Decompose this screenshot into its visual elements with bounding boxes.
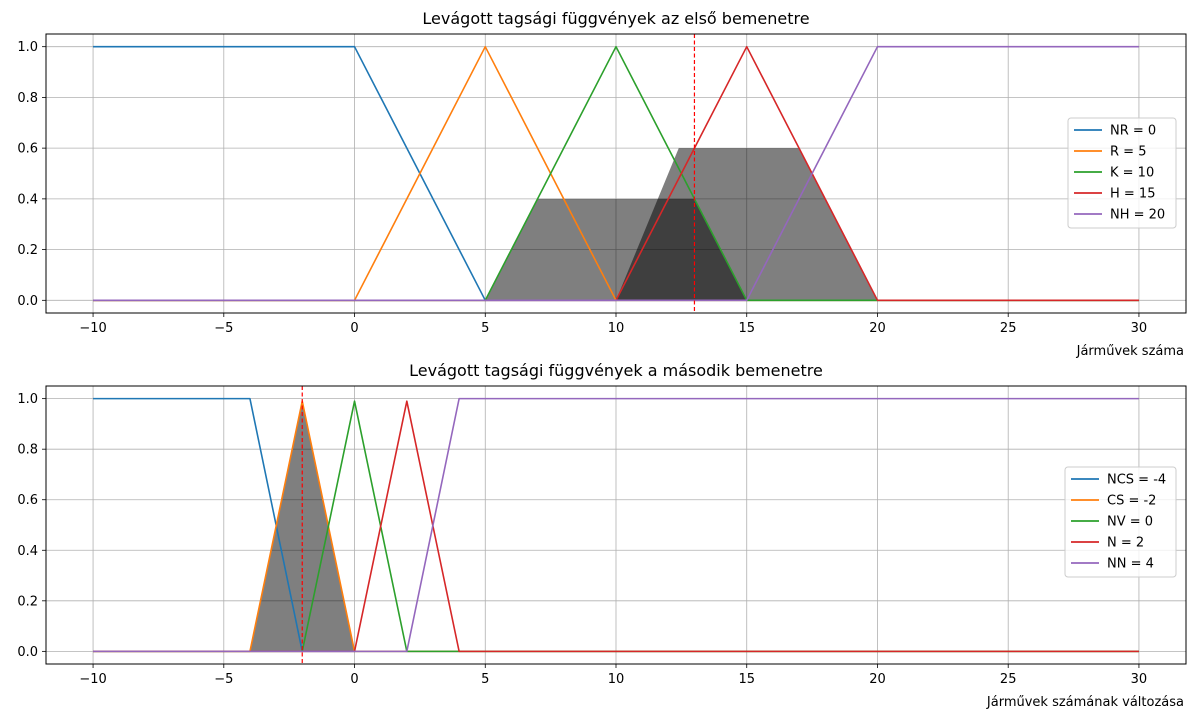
- legend-label: R = 5: [1110, 145, 1146, 160]
- filled-regions: [485, 148, 878, 301]
- grid: [46, 386, 1186, 664]
- x-axis-label: Járművek száma: [1076, 344, 1184, 359]
- legend-label: H = 15: [1110, 187, 1155, 202]
- x-tick-label: −10: [79, 321, 106, 336]
- legend-label: NCS = -4: [1107, 473, 1166, 488]
- legend-label: K = 10: [1110, 166, 1154, 181]
- x-tick-label: 25: [1000, 321, 1017, 336]
- y-tick-label: 1.0: [17, 392, 38, 407]
- y-tick-label: 0.8: [17, 443, 38, 458]
- y-tick-label: 0.6: [17, 142, 38, 157]
- chart-first-input: −10 −5 0 5 10 15 20 25 30 0.0 0.2 0.4 0.6 0.8 1.0 Levá…: [17, 9, 1187, 359]
- x-tick-label: 5: [481, 672, 489, 687]
- legend-box: [1067, 117, 1177, 229]
- y-tick-label: 0.4: [17, 544, 38, 559]
- chart-title: Levágott tagsági függvények az első beme…: [422, 9, 809, 28]
- x-tick-label: 10: [608, 321, 625, 336]
- series-lines: [93, 45, 1139, 302]
- x-tick-label: 5: [481, 321, 489, 336]
- x-tick-label: 30: [1131, 672, 1148, 687]
- axis-ticks: −10 −5 0 5 10 15 20 25 30 0.0 0.2 0.4 0.6 0.8 1.0: [17, 40, 1147, 336]
- x-tick-label: 25: [1000, 672, 1017, 687]
- chart-title: Levágott tagsági függvények a második be…: [409, 361, 823, 380]
- x-tick-label: 15: [738, 672, 755, 687]
- legend-label: NR = 0: [1110, 124, 1156, 139]
- series-line: [93, 45, 1139, 302]
- x-tick-label: −5: [214, 321, 233, 336]
- chart-second-input: −10 −5 0 5 10 15 20 25 30 0.0 0.2 0.4 0.6 0.8 1.0 Levá…: [17, 361, 1187, 710]
- legend-label: NV = 0: [1107, 515, 1153, 530]
- y-tick-label: 0.2: [17, 243, 38, 258]
- series-line: [93, 397, 1139, 653]
- x-tick-label: −5: [214, 672, 233, 687]
- x-tick-label: 20: [869, 672, 886, 687]
- legend-label: CS = -2: [1107, 494, 1156, 509]
- legend: NCS = -4 CS = -2 NV = 0 N = 2 NN = 4: [1064, 466, 1177, 578]
- legend-box: [1064, 466, 1177, 578]
- y-tick-label: 0.6: [17, 493, 38, 508]
- x-tick-label: 10: [608, 672, 625, 687]
- x-tick-label: 0: [350, 672, 358, 687]
- y-tick-label: 0.0: [17, 294, 38, 309]
- y-tick-label: 0.8: [17, 91, 38, 106]
- legend-label: N = 2: [1107, 536, 1144, 551]
- y-tick-label: 0.2: [17, 594, 38, 609]
- axis-ticks: −10 −5 0 5 10 15 20 25 30 0.0 0.2 0.4 0.6 0.8 1.0: [17, 392, 1147, 687]
- y-tick-label: 0.4: [17, 192, 38, 207]
- legend-label: NN = 4: [1107, 557, 1154, 572]
- clipped-region: [616, 148, 878, 301]
- x-axis-label: Járművek számának változása: [986, 695, 1184, 710]
- y-tick-label: 0.0: [17, 645, 38, 660]
- x-tick-label: 30: [1131, 321, 1148, 336]
- x-tick-label: 15: [738, 321, 755, 336]
- legend: NR = 0 R = 5 K = 10 H = 15 NH = 20: [1067, 117, 1177, 229]
- legend-label: NH = 20: [1110, 208, 1165, 223]
- x-tick-label: −10: [79, 672, 106, 687]
- x-tick-label: 0: [350, 321, 358, 336]
- y-tick-label: 1.0: [17, 40, 38, 55]
- x-tick-label: 20: [869, 321, 886, 336]
